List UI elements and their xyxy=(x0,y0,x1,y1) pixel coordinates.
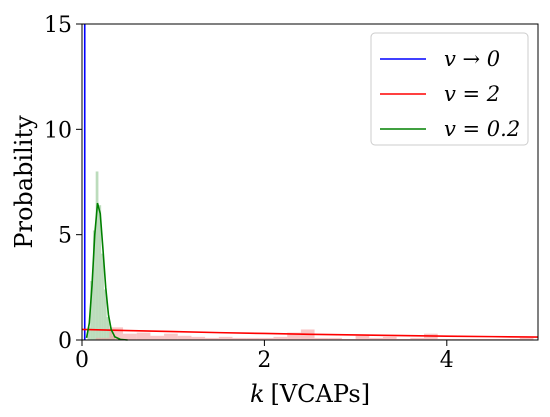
histogram-bar xyxy=(314,337,329,340)
histogram-bar xyxy=(506,338,520,340)
histogram-bar xyxy=(451,338,466,340)
y-tick-label: 15 xyxy=(44,13,72,38)
histogram-bar xyxy=(164,333,178,340)
histogram-bar xyxy=(437,338,452,340)
x-axis-label-unit: [VCAPs] xyxy=(270,380,370,408)
y-tick-label: 5 xyxy=(58,224,72,249)
legend-box xyxy=(370,32,529,146)
histogram-bar xyxy=(424,333,438,340)
histogram-bar xyxy=(232,337,247,340)
histogram-bar xyxy=(95,171,99,340)
histogram-bar xyxy=(369,337,383,340)
plot-frame xyxy=(81,23,539,341)
histogram-bar xyxy=(287,332,301,340)
series-line-1 xyxy=(81,328,539,338)
histogram-bar xyxy=(328,337,342,340)
histogram-bar xyxy=(519,337,534,340)
histogram-bar xyxy=(191,336,206,340)
histogram-bar xyxy=(205,337,219,340)
legend-label: v = 0.2 xyxy=(444,117,520,141)
histogram-bar xyxy=(106,316,110,340)
histogram-bar xyxy=(218,336,233,340)
histogram-bar xyxy=(341,338,356,340)
legend-label: v = 2 xyxy=(444,82,500,106)
histogram-bar xyxy=(95,337,110,340)
histogram-bar xyxy=(101,253,104,340)
y-axis-ticks: 0 5 10 15 xyxy=(44,13,82,354)
x-tick-label: 2 xyxy=(257,348,271,373)
histogram-bar xyxy=(259,337,274,340)
legend-label: v → 0 xyxy=(444,47,500,71)
histogram-bar xyxy=(246,337,260,340)
histogram-bar xyxy=(177,335,192,340)
legend: v → 0 v = 2 v = 0.2 xyxy=(370,32,529,146)
histogram-bar xyxy=(478,338,493,340)
y-axis-label: Probability xyxy=(10,115,38,249)
histogram-bar xyxy=(87,327,91,340)
series-layer xyxy=(81,24,539,341)
y-tick-label: 10 xyxy=(44,118,72,143)
x-axis-ticks: 0 2 4 xyxy=(75,340,454,373)
histogram-bar xyxy=(123,333,137,340)
histogram-bar xyxy=(150,335,165,340)
y-tick-label: 0 xyxy=(58,329,72,354)
x-axis-label: k [VCAPs] xyxy=(250,380,370,408)
histogram-bar xyxy=(396,338,411,340)
histogram-bar xyxy=(410,337,424,340)
histogram-bar xyxy=(103,289,107,340)
histogram-bar xyxy=(355,335,370,340)
histogram-bar xyxy=(98,205,102,340)
histogram-bar xyxy=(382,336,397,340)
histogram-bar xyxy=(465,338,479,340)
histogram-bar xyxy=(492,338,507,340)
histogram-bar xyxy=(273,336,288,340)
x-tick-label: 0 xyxy=(75,348,89,373)
legend-items: v → 0 v = 2 v = 0.2 xyxy=(380,47,520,141)
x-axis-label-var: k xyxy=(250,380,265,408)
histogram-bar xyxy=(90,281,93,340)
series-line-2 xyxy=(85,202,128,341)
histogram-bar xyxy=(92,230,96,340)
histogram-bar xyxy=(136,332,151,340)
x-tick-label: 4 xyxy=(440,348,454,373)
